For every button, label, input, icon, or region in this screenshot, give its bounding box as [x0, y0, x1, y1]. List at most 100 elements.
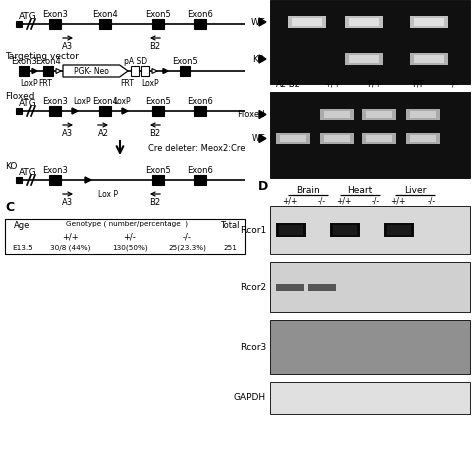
Bar [16, 108, 22, 114]
Text: Exon4: Exon4 [92, 97, 118, 106]
Polygon shape [259, 18, 266, 26]
Bar [349, 18, 379, 26]
Bar [276, 283, 304, 291]
Text: +/-: +/- [124, 233, 137, 241]
Text: Exon5: Exon5 [145, 97, 171, 106]
Bar [406, 133, 440, 144]
Text: Exon3: Exon3 [42, 165, 68, 174]
Text: Exon3: Exon3 [42, 97, 68, 106]
Polygon shape [85, 177, 91, 183]
Text: Exon4: Exon4 [35, 56, 61, 65]
Bar [49, 106, 61, 116]
Bar [324, 135, 350, 142]
Bar [292, 18, 322, 26]
Polygon shape [63, 65, 128, 77]
Polygon shape [56, 69, 61, 73]
Text: LoxP: LoxP [141, 79, 159, 88]
Text: B2: B2 [149, 128, 161, 137]
Bar [320, 133, 354, 144]
Text: +/+: +/+ [324, 80, 340, 89]
Text: Exon3: Exon3 [42, 9, 68, 18]
Text: A3: A3 [63, 42, 73, 51]
Text: Floxed: Floxed [5, 91, 35, 100]
Bar [345, 16, 383, 28]
Text: A2-B2: A2-B2 [275, 80, 301, 89]
Text: Exon5: Exon5 [172, 56, 198, 65]
Bar [152, 19, 164, 29]
Polygon shape [259, 135, 266, 143]
Text: -/-: -/- [183, 233, 192, 241]
Bar [362, 109, 396, 120]
Bar [320, 109, 354, 120]
Bar [270, 382, 470, 414]
Polygon shape [259, 55, 266, 63]
Text: Floxed: Floxed [237, 110, 265, 119]
Bar [49, 19, 61, 29]
Bar [194, 175, 206, 185]
Text: GAPDH: GAPDH [234, 393, 266, 402]
Bar [152, 106, 164, 116]
Text: D: D [258, 180, 268, 192]
Text: 25(23.3%): 25(23.3%) [169, 245, 207, 251]
Bar [366, 135, 392, 142]
Text: -/-: -/- [428, 197, 436, 206]
Text: Age: Age [14, 221, 31, 230]
Text: +/+: +/+ [337, 197, 352, 206]
Text: Brain: Brain [296, 185, 320, 194]
Text: Exon6: Exon6 [187, 9, 213, 18]
Bar [280, 135, 306, 142]
Text: LoxP: LoxP [20, 79, 38, 88]
Text: Lox P: Lox P [98, 190, 118, 199]
Text: 251: 251 [223, 245, 237, 251]
Text: A3: A3 [63, 128, 73, 137]
Bar [131, 66, 139, 76]
Text: WT: WT [252, 134, 265, 143]
Bar [366, 111, 392, 118]
Bar [288, 16, 326, 28]
Polygon shape [32, 69, 37, 73]
Text: A2: A2 [98, 128, 109, 137]
Text: A3: A3 [63, 198, 73, 207]
Bar [387, 225, 411, 235]
Text: -/-: -/- [318, 197, 326, 206]
Bar [308, 283, 336, 291]
Text: ATG: ATG [19, 99, 37, 108]
Text: pA SD: pA SD [125, 56, 147, 65]
Bar [5, 219, 245, 254]
Bar [99, 106, 111, 116]
Text: Exon3: Exon3 [11, 56, 37, 65]
Text: Rcor3: Rcor3 [240, 343, 266, 352]
Text: Exon4: Exon4 [92, 9, 118, 18]
Text: F/+: F/+ [367, 80, 381, 89]
Text: -/-: -/- [449, 80, 458, 89]
Bar [194, 19, 206, 29]
Bar [276, 223, 306, 237]
Polygon shape [72, 108, 78, 114]
Bar [410, 53, 448, 65]
Bar [410, 16, 448, 28]
Bar [384, 223, 414, 237]
Bar [333, 225, 357, 235]
Bar [362, 133, 396, 144]
Bar [194, 106, 206, 116]
Text: ATG: ATG [19, 167, 37, 176]
Text: B2: B2 [149, 198, 161, 207]
Text: Rcor1: Rcor1 [240, 226, 266, 235]
Text: Targeting vector: Targeting vector [5, 52, 79, 61]
Bar [414, 55, 444, 63]
Text: ATG: ATG [19, 11, 37, 20]
Text: LoxP: LoxP [73, 97, 91, 106]
Text: Exon5: Exon5 [145, 9, 171, 18]
Bar [270, 262, 470, 312]
Polygon shape [163, 69, 168, 73]
Bar [410, 111, 436, 118]
Bar [270, 320, 470, 374]
Polygon shape [152, 69, 157, 73]
Bar [16, 177, 22, 183]
Bar [99, 19, 111, 29]
Text: PGK- Neo: PGK- Neo [73, 66, 109, 75]
Bar [43, 66, 53, 76]
Bar [330, 223, 360, 237]
Text: B2: B2 [149, 42, 161, 51]
Bar [180, 66, 190, 76]
